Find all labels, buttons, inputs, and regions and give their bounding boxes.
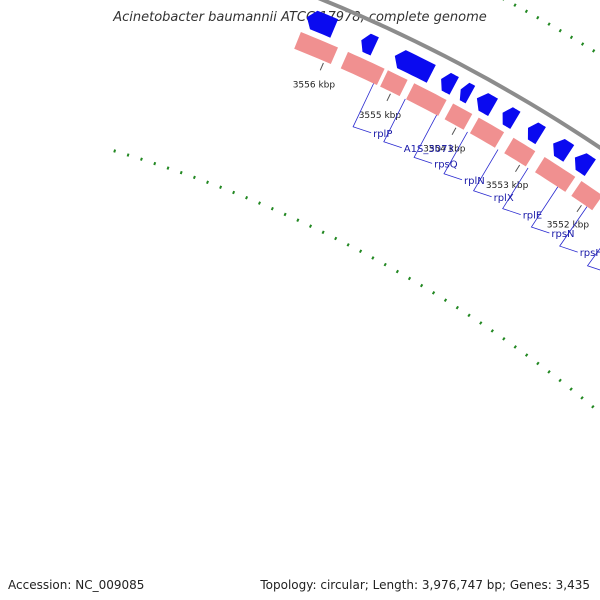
tick-label: 3554 kbp bbox=[423, 144, 466, 154]
forward-gene bbox=[394, 50, 436, 83]
forward-gene bbox=[527, 122, 546, 145]
gene-label: A1S_3073 bbox=[404, 144, 454, 155]
gene-leader-line bbox=[473, 149, 499, 198]
forward-gene bbox=[574, 153, 596, 176]
gc-skew-layer bbox=[112, 0, 600, 415]
tick-mark bbox=[451, 127, 457, 136]
reverse-gene bbox=[535, 157, 576, 192]
gene-leader-line bbox=[383, 98, 406, 149]
accession-text: Accession: NC_009085 bbox=[8, 578, 145, 592]
forward-gene bbox=[361, 33, 379, 56]
tick-label: 3553 kbp bbox=[486, 181, 529, 191]
tick-mark bbox=[319, 62, 324, 71]
reverse-gene bbox=[469, 117, 505, 148]
gene-label: rpsH bbox=[580, 248, 600, 259]
tick-layer: 3547 kbp3548 kbp3549 kbp3550 kbp3551 kbp… bbox=[293, 62, 590, 231]
forward-gene bbox=[306, 10, 339, 38]
gene-label: rpsQ bbox=[434, 159, 458, 170]
summary-text: Topology: circular; Length: 3,976,747 bp… bbox=[260, 578, 590, 592]
forward-gene bbox=[459, 82, 476, 104]
gene-label: rplN bbox=[464, 176, 485, 187]
forward-gene bbox=[502, 107, 521, 129]
gene-label: rpsN bbox=[551, 229, 574, 240]
backbone-layer bbox=[317, 0, 600, 151]
gene-leader-line bbox=[530, 186, 559, 234]
tick-mark bbox=[515, 164, 521, 173]
tick-label: 3555 kbp bbox=[359, 111, 402, 121]
reverse-strand-layer bbox=[294, 32, 600, 211]
map-title: Acinetobacter baumannii ATCC 17978, comp… bbox=[113, 10, 487, 25]
reverse-gene bbox=[294, 32, 338, 64]
tick-mark bbox=[386, 93, 391, 102]
tick-mark bbox=[576, 204, 582, 213]
forward-gene bbox=[553, 139, 575, 162]
gene-leader-line bbox=[443, 131, 468, 181]
gene-label: rplE bbox=[523, 211, 543, 222]
forward-gene bbox=[476, 93, 498, 116]
gene-label: rplP bbox=[373, 129, 392, 140]
tick-label: 3556 kbp bbox=[293, 81, 336, 91]
forward-strand-layer bbox=[306, 10, 596, 176]
gene-leader-line bbox=[559, 206, 588, 253]
gc-skew-ring bbox=[112, 149, 600, 415]
gene-label: rplX bbox=[494, 193, 514, 204]
forward-gene bbox=[441, 72, 459, 95]
tick-label: 3552 kbp bbox=[547, 221, 590, 231]
reverse-gene bbox=[571, 181, 600, 211]
reverse-gene bbox=[504, 137, 536, 167]
reverse-gene bbox=[340, 51, 385, 85]
gene-leader-line bbox=[352, 83, 374, 134]
reverse-gene bbox=[380, 70, 408, 97]
gene-leader-line bbox=[413, 114, 437, 164]
gene-leader-line bbox=[502, 167, 529, 215]
genome-backbone bbox=[317, 0, 600, 151]
reverse-gene bbox=[406, 83, 447, 116]
reverse-gene bbox=[444, 103, 473, 130]
